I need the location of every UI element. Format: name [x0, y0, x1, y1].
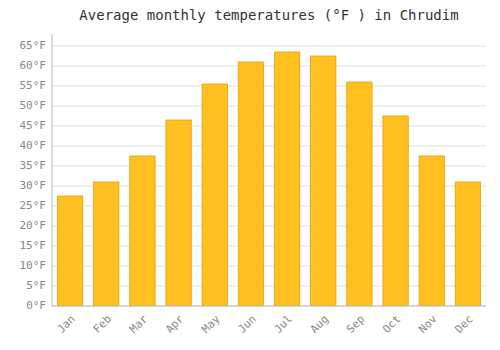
grid	[52, 46, 486, 306]
bar	[419, 156, 444, 306]
y-tick-label: 25°F	[20, 199, 47, 212]
bar	[57, 196, 82, 306]
x-tick-label: Aug	[308, 313, 331, 336]
bar	[274, 52, 299, 306]
grid-line	[52, 306, 486, 307]
bar	[166, 120, 191, 306]
x-tick-label: May	[199, 312, 223, 336]
y-tick-label: 30°F	[20, 179, 47, 192]
x-tick-label: Mar	[127, 312, 151, 336]
y-tick-label: 35°F	[20, 159, 47, 172]
bar	[383, 116, 408, 306]
y-tick-label: 40°F	[20, 139, 47, 152]
y-tick-label: 5°F	[26, 279, 46, 292]
y-tick-label: 15°F	[20, 239, 47, 252]
y-tick-label: 0°F	[26, 299, 46, 312]
bar	[130, 156, 155, 306]
x-tick-label: Dec	[452, 313, 475, 336]
y-tick-label: 55°F	[20, 79, 47, 92]
y-tick-label: 20°F	[20, 219, 47, 232]
y-tick-labels: 0°F 5°F 10°F 15°F 20°F 25°F 30°F 35°F 40°F 45°F 50…	[20, 39, 47, 312]
title: Average monthly temperatures (°F ) in Ch…	[79, 7, 458, 23]
x-tick-labels: Jan Feb Mar Apr May Jun Jul Aug Sep Oct Nov Dec	[55, 312, 476, 336]
x-tick-label: Jan	[55, 313, 78, 336]
y-tick-label: 45°F	[20, 119, 47, 132]
y-tick-label: 60°F	[20, 59, 47, 72]
y-tick-label: 50°F	[20, 99, 47, 112]
chart: Average monthly temperatures (°F ) in Ch…	[0, 0, 500, 350]
y-axis-line	[52, 34, 53, 306]
bar	[202, 84, 227, 306]
y-tick-label: 65°F	[20, 39, 47, 52]
x-tick-label: Apr	[163, 312, 187, 336]
grid-line	[52, 66, 486, 67]
x-axis-line	[52, 306, 486, 307]
grid-line	[52, 126, 486, 127]
grid-line	[52, 146, 486, 147]
x-tick-label: Sep	[344, 313, 367, 336]
grid-line	[52, 106, 486, 107]
bar	[311, 56, 336, 306]
x-tick-label: Nov	[416, 312, 440, 336]
page: {"chart_data": {"type": "bar", "title": …	[0, 0, 500, 350]
y-tick-label: 10°F	[20, 259, 47, 272]
bar	[238, 62, 263, 306]
grid-line	[52, 46, 486, 47]
bar	[347, 82, 372, 306]
x-tick-label: Jul	[272, 313, 295, 336]
x-tick-label: Oct	[380, 313, 403, 336]
x-tick-label: Feb	[91, 313, 114, 336]
x-tick-label: Jun	[235, 313, 258, 336]
bar	[94, 182, 119, 306]
grid-line	[52, 86, 486, 87]
bar	[455, 182, 480, 306]
bars	[57, 52, 480, 306]
